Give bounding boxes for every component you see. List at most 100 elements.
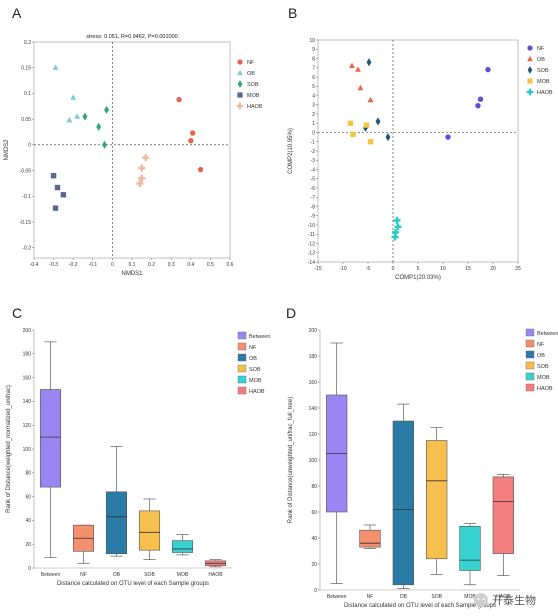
y-tick-label: -0.15 <box>20 220 32 226</box>
y-tick-label: 180 <box>309 354 318 360</box>
box-ob <box>392 420 414 586</box>
legend-swatch-between <box>525 328 535 337</box>
y-tick-label: -12 <box>308 241 315 247</box>
x-tick-label: OB <box>400 594 408 600</box>
panel-letter-c: C <box>12 305 22 321</box>
legend-label-haob: HAOB <box>247 104 263 110</box>
y-tick-label: 80 <box>25 471 31 477</box>
data-point-ob <box>349 62 355 69</box>
x-tick-label: -15 <box>314 266 321 272</box>
y-tick-label: 100 <box>309 458 318 464</box>
legend-marker-mob <box>527 78 533 84</box>
legend-marker-nf <box>527 45 533 51</box>
box-mob <box>171 540 194 553</box>
stats-annotation: stress: 0.051, R=0.9462, P=0.001000 <box>86 34 177 40</box>
x-tick-label: 5 <box>417 266 420 272</box>
y-tick-label: 140 <box>309 406 318 412</box>
box-sob <box>138 510 161 551</box>
legend-swatch-ob <box>525 350 535 359</box>
data-point-ob <box>70 94 77 100</box>
y-tick-label: 0.05 <box>21 117 31 123</box>
y-tick-label: 120 <box>309 432 318 438</box>
y-tick-label: 60 <box>311 510 317 516</box>
legend-label-mob: MOB <box>247 93 260 99</box>
x-axis-label: NMDS1 <box>121 271 143 277</box>
y-tick-label: 9 <box>312 47 315 53</box>
legend-label-mob: MOB <box>537 375 550 381</box>
data-point-sob <box>366 58 372 67</box>
legend-swatch-sob <box>237 364 247 373</box>
y-tick-label: -14 <box>308 260 315 266</box>
x-axis-label: COMP1(20.03%) <box>395 275 441 281</box>
x-tick-label: 0.2 <box>148 262 155 268</box>
legend-label-nf: NF <box>537 342 545 348</box>
data-point-nf <box>445 134 451 140</box>
y-tick-label: -1 <box>311 140 316 146</box>
panel-letter-d: D <box>286 305 296 321</box>
y-tick-label: -3 <box>311 158 316 164</box>
box-nf <box>359 529 381 548</box>
y-tick-label: 3 <box>312 103 315 109</box>
data-point-haob <box>136 179 144 187</box>
data-point-sob <box>82 112 88 121</box>
legend-marker-haob <box>526 88 534 96</box>
y-tick-label: 0.1 <box>24 91 31 97</box>
y-tick-label: 0 <box>28 143 31 149</box>
y-tick-label: 10 <box>309 38 315 44</box>
y-tick-label: -0.05 <box>20 168 32 174</box>
weighted-unifrac-boxplot: 0 20 40 60 80 100 120 140 160 180 200 Between NF OB SO… <box>6 328 270 587</box>
y-tick-label: 160 <box>309 380 318 386</box>
data-point-mob <box>350 131 356 138</box>
y-tick-label: -0.1 <box>22 194 31 200</box>
y-tick-label: -6 <box>311 186 316 192</box>
x-tick-label: MOB <box>464 594 476 600</box>
data-point-ob <box>357 84 364 91</box>
legend-label-haob: HAOB <box>537 90 553 96</box>
x-tick-label: 0.4 <box>187 262 194 268</box>
x-axis-label: Distance calculated on OTU level of each… <box>57 581 209 587</box>
y-tick-label: 1 <box>312 121 315 127</box>
data-point-nf <box>176 96 182 103</box>
data-point-ob <box>355 66 361 72</box>
y-tick-label: 8 <box>312 56 315 62</box>
nmds-plot: -0.4 -0.3 -0.2 -0.1 0 0.1 0.2 0.3 0.4 0.5 0.6 0.2 0.… <box>4 34 263 277</box>
legend-label-ob: OB <box>537 353 545 359</box>
data-point-haob <box>138 164 146 172</box>
x-tick-label: -0.1 <box>88 262 97 268</box>
legend-swatch-mob <box>237 375 247 384</box>
wechat-icon-eye-left <box>477 598 480 600</box>
box-haob <box>492 476 514 554</box>
data-point-nf <box>197 166 204 173</box>
panel-letter-a: A <box>12 5 22 21</box>
y-tick-label: -13 <box>308 251 315 257</box>
y-tick-label: -8 <box>311 204 316 210</box>
legend-label-nf: NF <box>249 345 257 351</box>
x-tick-label: 15 <box>465 266 471 272</box>
data-point-ob <box>74 113 81 119</box>
y-tick-label: 200 <box>309 328 318 334</box>
watermark: 开泰生物 <box>474 593 536 607</box>
legend-label-haob: HAOB <box>249 389 265 395</box>
x-tick-label: 0 <box>111 262 114 268</box>
data-point-haob <box>394 223 402 231</box>
legend-swatch-mob <box>525 372 535 381</box>
x-tick-label: HAOB <box>496 594 511 600</box>
y-tick-label: -10 <box>308 223 315 229</box>
x-tick-label: -5 <box>366 266 371 272</box>
y-axis-label: NMDS2 <box>4 139 10 161</box>
legend-swatch-between <box>237 331 247 340</box>
y-tick-label: 40 <box>25 518 31 524</box>
legend-marker-sob <box>527 66 533 74</box>
watermark-text: 开泰生物 <box>492 593 536 607</box>
data-point-ob <box>367 96 374 103</box>
data-point-sob <box>385 133 391 142</box>
y-tick-label: 160 <box>23 375 32 381</box>
y-tick-label: 120 <box>23 423 32 429</box>
y-tick-label: 0.15 <box>21 66 31 72</box>
legend-swatch-haob <box>237 386 247 395</box>
y-tick-label: 200 <box>23 328 32 334</box>
data-point-ob <box>52 64 59 70</box>
legend-label-sob: SOB <box>537 68 549 74</box>
x-tick-label: -0.3 <box>49 262 58 268</box>
